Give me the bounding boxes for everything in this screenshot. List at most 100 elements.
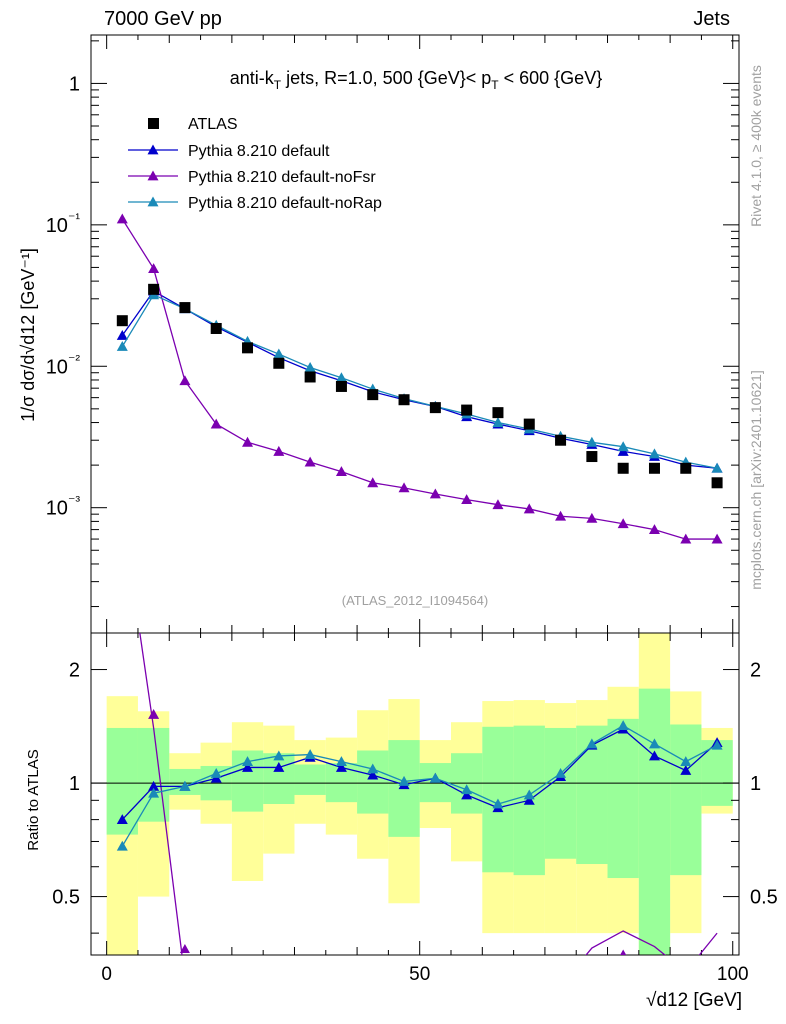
series-point — [617, 441, 629, 452]
ratio-series-point — [648, 750, 660, 761]
y-tick-label: 10⁻³ — [46, 493, 81, 520]
ratio-series-line — [121, 724, 718, 847]
legend-label: Pythia 8.210 default-noFsr — [188, 169, 376, 186]
series-point — [335, 372, 347, 383]
ratio-series-point — [711, 739, 723, 750]
ratio-series-point — [148, 708, 160, 719]
series-point — [398, 482, 410, 493]
ratio-series-point — [461, 789, 473, 800]
header-left: 7000 GeV pp — [104, 8, 222, 30]
series-point — [555, 510, 567, 521]
data-point — [648, 462, 660, 474]
series-point — [148, 263, 160, 274]
legend-marker-atlas — [148, 118, 159, 129]
band-inner-bin — [670, 724, 702, 876]
ratio-y-tick-label: 1 — [69, 773, 80, 795]
ratio-series-point — [242, 761, 254, 772]
band-inner-bin — [544, 727, 577, 859]
data-point — [210, 322, 222, 334]
ratio-series-point — [617, 720, 629, 731]
legend-label: Pythia 8.210 default-noRap — [188, 195, 382, 212]
ratio-series-point — [429, 772, 441, 783]
y-axis-label: 1/σ dσ/d√d12 [GeV⁻¹] — [18, 248, 38, 422]
series-point — [711, 533, 723, 544]
series-line — [121, 218, 718, 540]
header-right: Jets — [693, 8, 730, 30]
ratio-series-point — [242, 756, 254, 767]
ratio-series-point — [116, 840, 128, 851]
y-tick-label: 1 — [69, 73, 80, 95]
data-point — [179, 302, 191, 314]
series-point — [492, 499, 504, 510]
y-tick-label: 10⁻¹ — [46, 210, 81, 237]
series-point — [242, 436, 254, 447]
ratio-y-tick-label: 2 — [69, 660, 80, 682]
data-point — [555, 434, 567, 446]
ratio-series-point — [116, 814, 128, 825]
series-point — [116, 340, 128, 351]
series-point — [617, 518, 629, 529]
ratio-series-point — [367, 769, 379, 780]
ratio-series-point — [555, 768, 567, 778]
legend-marker — [147, 170, 159, 181]
series-point — [116, 213, 128, 224]
ratio-plot-frame — [90, 632, 740, 956]
rivet-label: Rivet 4.1.0, ≥ 400k events — [748, 65, 764, 227]
data-point — [492, 407, 504, 419]
series-point — [680, 533, 692, 544]
legend-label: Pythia 8.210 default — [188, 143, 330, 160]
series-point — [179, 375, 191, 386]
ratio-series-point — [620, 949, 627, 955]
ratio-series-point — [273, 761, 285, 772]
ratio-series-point — [680, 756, 692, 767]
ratio-y-tick-label-right: 0.5 — [750, 887, 778, 909]
ratio-series-point — [148, 780, 160, 791]
ratio-series-line — [121, 728, 718, 821]
ratio-series-point — [680, 764, 692, 775]
ratio-series-point — [304, 749, 316, 759]
series-point — [210, 418, 222, 429]
band-inner-bin — [357, 750, 389, 814]
series-line — [121, 294, 718, 469]
series-point — [273, 348, 285, 359]
chart-title: anti-kT​ jets, R=1.0, 500 {GeV}< pT​ < 6… — [230, 68, 602, 92]
band-inner-bin — [701, 740, 733, 806]
series-point — [586, 512, 598, 523]
series-point — [648, 448, 660, 459]
ratio-series-point — [492, 798, 504, 809]
data-point — [523, 418, 535, 430]
x-tick-label: 100 — [717, 964, 749, 985]
analysis-id: (ATLAS_2012_I1094564) — [342, 593, 488, 608]
band-inner-bin — [607, 718, 639, 879]
series-point — [586, 436, 598, 447]
data-point — [335, 380, 347, 392]
ratio-series-point — [210, 768, 222, 778]
band-inner-bin — [638, 688, 671, 955]
data-point — [148, 283, 160, 295]
legend-label: ATLAS — [188, 116, 238, 133]
data-point — [273, 357, 285, 369]
band-inner-bin — [294, 764, 326, 795]
legend-marker — [147, 196, 159, 207]
series-point — [461, 494, 473, 505]
data-point — [711, 477, 723, 489]
ratio-series-line — [139, 633, 718, 955]
data-point — [586, 451, 598, 463]
ratio-y-tick-label-right: 1 — [750, 773, 761, 795]
data-point — [429, 402, 441, 414]
series-point — [304, 362, 316, 372]
legend-marker — [147, 144, 159, 155]
data-point — [304, 371, 316, 383]
axes-group: 0 50 100 10⁻³ 10⁻² 10⁻¹ 1 0.5 0.5 1 1 2 2 — [46, 35, 778, 985]
ratio-series-point — [179, 780, 191, 791]
series-point — [492, 417, 504, 427]
ratio-y-axis-label: Ratio to ATLAS — [25, 749, 42, 850]
series-point — [648, 524, 660, 534]
ratio-series-point — [148, 787, 160, 798]
x-tick-label: 50 — [409, 964, 430, 985]
y-tick-label: 10⁻² — [46, 351, 81, 378]
ratio-series-point — [398, 775, 410, 786]
ratio-series-point — [461, 784, 473, 795]
series-point — [367, 477, 379, 488]
